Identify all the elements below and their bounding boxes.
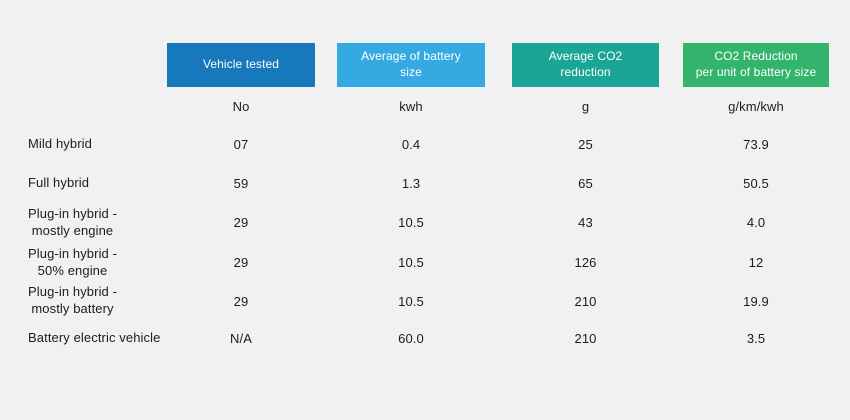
- cell-vehicles-tested: 07: [233, 137, 249, 152]
- row-label: Plug-in hybrid - mostly battery: [28, 284, 118, 316]
- cell-co2-reduction: 210: [574, 330, 597, 346]
- table-row-plugin-hybrid-50-engine: Plug-in hybrid - 50% engine 29 10.5 126 …: [0, 242, 850, 283]
- table-row-battery-electric-vehicle: Battery electric vehicle N/A 60.0 210 3.…: [0, 319, 850, 357]
- row-label-cell: Full hybrid: [0, 164, 167, 203]
- table-row-plugin-hybrid-mostly-engine: Plug-in hybrid - mostly engine 29 10.5 4…: [0, 203, 850, 242]
- table-row-plugin-hybrid-mostly-battery: Plug-in hybrid - mostly battery 29 10.5 …: [0, 283, 850, 319]
- cell-co2-reduction: 126: [574, 255, 597, 270]
- row-label: Mild hybrid: [28, 136, 92, 152]
- cell-co2-reduction: 25: [578, 137, 593, 152]
- cell-co2-per-battery: 50.5: [743, 176, 769, 191]
- row-label-cell: Battery electric vehicle: [0, 319, 167, 357]
- cell-co2-reduction: 43: [578, 215, 593, 230]
- column-header-co2-reduction-per-unit: CO2 Reduction per unit of battery size: [683, 43, 829, 87]
- row-label-cell: Plug-in hybrid - mostly battery: [0, 283, 167, 319]
- cell-vehicles-tested: 29: [233, 293, 249, 309]
- cell-vehicles-tested: 59: [233, 176, 249, 191]
- cell-battery-size: 10.5: [398, 255, 424, 270]
- row-label: Battery electric vehicle: [28, 329, 161, 345]
- cell-vehicles-tested: N/A: [230, 330, 252, 346]
- row-label: Plug-in hybrid - 50% engine: [28, 245, 118, 278]
- row-label-cell: Plug-in hybrid - mostly engine: [0, 203, 167, 242]
- cell-vehicles-tested: 29: [233, 255, 249, 270]
- cell-battery-size: 60.0: [398, 330, 424, 346]
- unit-battery-size: kwh: [399, 98, 423, 114]
- cell-co2-reduction: 65: [578, 176, 593, 191]
- cell-battery-size: 10.5: [398, 293, 424, 309]
- units-row: No kwh g g/km/kwh: [0, 87, 850, 125]
- column-header-vehicle-tested: Vehicle tested: [167, 43, 315, 87]
- cell-co2-reduction: 210: [574, 293, 597, 309]
- row-label-cell: Mild hybrid: [0, 125, 167, 164]
- table-row-mild-hybrid: Mild hybrid 07 0.4 25 73.9: [0, 125, 850, 164]
- cell-battery-size: 1.3: [401, 176, 421, 191]
- cell-vehicles-tested: 29: [233, 215, 249, 230]
- row-label: Full hybrid: [28, 175, 90, 191]
- cell-battery-size: 0.4: [401, 137, 421, 152]
- cell-co2-per-battery: 3.5: [746, 330, 766, 346]
- column-header-average-co2-reduction: Average CO2 reduction: [512, 43, 659, 87]
- table-row-full-hybrid: Full hybrid 59 1.3 65 50.5: [0, 164, 850, 203]
- cell-battery-size: 10.5: [398, 215, 424, 230]
- header-row: Vehicle tested Average of battery size A…: [0, 43, 850, 87]
- cell-co2-per-battery: 4.0: [746, 215, 766, 230]
- unit-co2-per-battery: g/km/kwh: [728, 98, 784, 114]
- cell-co2-per-battery: 19.9: [743, 293, 769, 309]
- column-header-average-battery-size: Average of battery size: [337, 43, 485, 87]
- unit-co2-reduction: g: [581, 98, 590, 114]
- cell-co2-per-battery: 12: [748, 255, 764, 270]
- cell-co2-per-battery: 73.9: [743, 137, 769, 152]
- unit-vehicles-tested: No: [232, 98, 250, 114]
- row-label-cell: Plug-in hybrid - 50% engine: [0, 242, 167, 283]
- row-label: Plug-in hybrid - mostly engine: [28, 205, 118, 238]
